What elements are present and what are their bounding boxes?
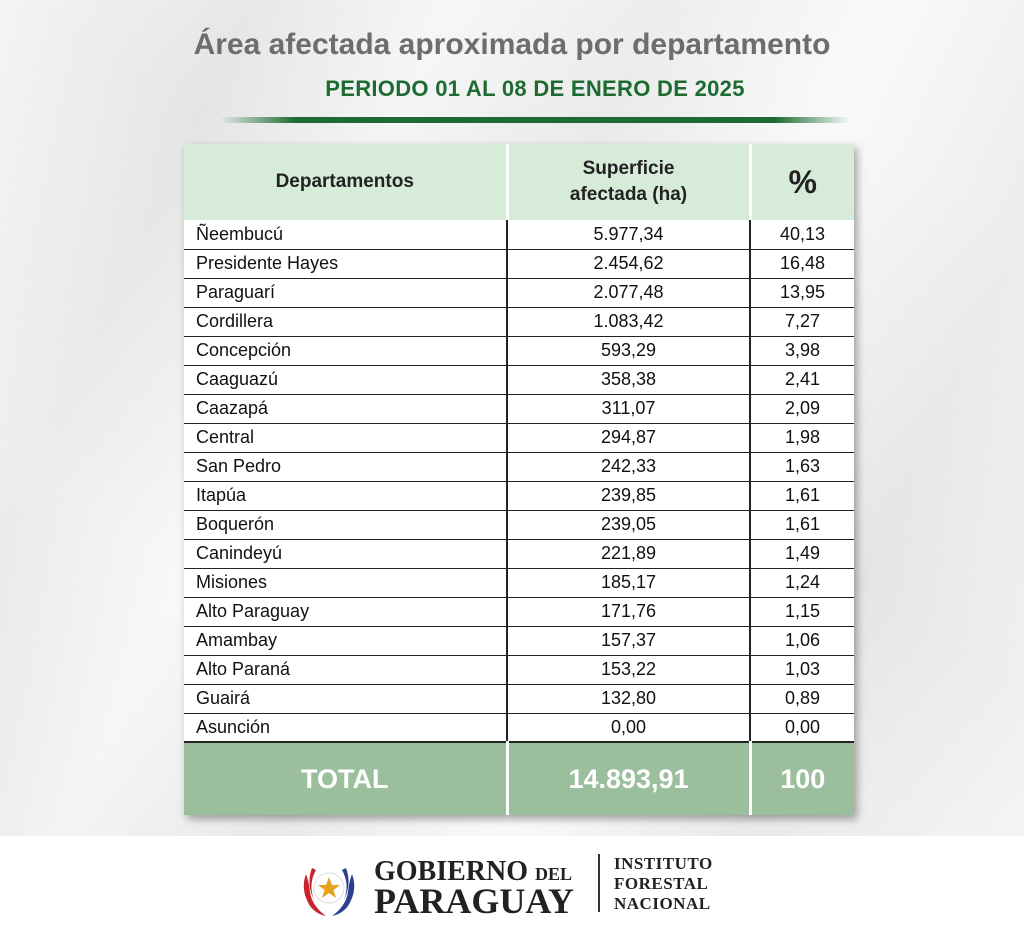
cell-departamento: Boquerón (184, 509, 507, 539)
header-percent: % (748, 144, 854, 220)
cell-departamento: Alto Paraguay (184, 596, 507, 626)
cell-departamento: Cordillera (184, 306, 507, 336)
table-row: Ñeembucú 5.977,34 40,13 (184, 220, 854, 249)
cell-superficie: 2.454,62 (506, 248, 750, 278)
cell-departamento: Presidente Hayes (184, 248, 507, 278)
cell-percent: 1,03 (749, 654, 854, 684)
cell-percent: 1,49 (749, 538, 854, 568)
cell-superficie: 1.083,42 (506, 306, 750, 336)
table-row: Alto Paraguay 171,76 1,15 (184, 596, 854, 626)
cell-percent: 13,95 (749, 277, 854, 307)
page-title: Área afectada aproximada por departament… (193, 28, 831, 61)
cell-superficie: 132,80 (506, 683, 750, 713)
cell-percent: 0,00 (749, 712, 854, 742)
table-row: Alto Paraná 153,22 1,03 (184, 654, 854, 684)
table-row: Central 294,87 1,98 (184, 422, 854, 452)
cell-departamento: Caaguazú (184, 364, 507, 394)
cell-departamento: Itapúa (184, 480, 507, 510)
cell-departamento: Asunción (184, 712, 507, 742)
cell-departamento: Guairá (184, 683, 507, 713)
table-row: Amambay 157,37 1,06 (184, 625, 854, 655)
cell-superficie: 221,89 (506, 538, 750, 568)
cell-departamento: Concepción (184, 335, 507, 365)
cell-percent: 1,06 (749, 625, 854, 655)
title-divider (220, 117, 850, 123)
table-row: San Pedro 242,33 1,63 (184, 451, 854, 481)
cell-percent: 3,98 (749, 335, 854, 365)
header-superficie: Superficie afectada (ha) (505, 144, 750, 220)
total-label: TOTAL (184, 741, 507, 815)
cell-departamento: Ñeembucú (196, 223, 284, 244)
table-row: Paraguarí 2.077,48 13,95 (184, 277, 854, 307)
cell-percent: 1,24 (749, 567, 854, 597)
cell-superficie: 242,33 (506, 451, 750, 481)
cell-percent: 1,61 (749, 509, 854, 539)
table-row: Caazapá 311,07 2,09 (184, 393, 854, 423)
total-area: 14.893,91 (505, 741, 750, 815)
affected-area-table: Departamentos Superficie afectada (ha) %… (184, 144, 854, 815)
cell-percent: 1,98 (749, 422, 854, 452)
paraguay-coat-of-arms-icon (298, 856, 360, 918)
cell-percent: 16,48 (749, 248, 854, 278)
header-departamentos: Departamentos (184, 144, 507, 220)
cell-percent: 1,63 (749, 451, 854, 481)
cell-superficie: 153,22 (506, 654, 750, 684)
cell-superficie: 2.077,48 (506, 277, 750, 307)
table-row: Concepción 593,29 3,98 (184, 335, 854, 365)
cell-departamento: Amambay (184, 625, 507, 655)
gov-name-line2: PARAGUAY (374, 881, 575, 921)
cell-percent: 0,89 (749, 683, 854, 713)
cell-percent: 2,41 (749, 364, 854, 394)
table-row: Guairá 132,80 0,89 (184, 683, 854, 713)
cell-departamento: Paraguarí (184, 277, 507, 307)
cell-superficie: 294,87 (506, 422, 750, 452)
table-header-row: Departamentos Superficie afectada (ha) % (184, 144, 854, 220)
cell-departamento: Central (184, 422, 507, 452)
cell-percent: 7,27 (749, 306, 854, 336)
data-table-container: Departamentos Superficie afectada (ha) %… (184, 144, 854, 815)
cell-superficie: 311,07 (506, 393, 750, 423)
gov-name-line1: GOBIERNO DEL (374, 856, 573, 887)
table-row: Boquerón 239,05 1,61 (184, 509, 854, 539)
table-row: Misiones 185,17 1,24 (184, 567, 854, 597)
cell-percent: 2,09 (749, 393, 854, 423)
cell-superficie: 358,38 (506, 364, 750, 394)
cell-superficie: 185,17 (506, 567, 750, 597)
table-row: Caaguazú 358,38 2,41 (184, 364, 854, 394)
cell-departamento: Caazapá (184, 393, 507, 423)
cell-superficie: 239,85 (506, 480, 750, 510)
table-row: Presidente Hayes 2.454,62 16,48 (184, 248, 854, 278)
cell-superficie: 5.977,34 (506, 220, 750, 249)
cell-superficie: 0,00 (506, 712, 750, 742)
cell-departamento: Alto Paraná (184, 654, 507, 684)
table-row: Itapúa 239,85 1,61 (184, 480, 854, 510)
table-row: Canindeyú 221,89 1,49 (184, 538, 854, 568)
total-percent: 100 (748, 741, 854, 815)
table-row: Asunción 0,00 0,00 (184, 712, 854, 742)
cell-percent: 40,13 (749, 220, 854, 249)
table-body: Ñeembucú 5.977,34 40,13 Presidente Hayes 2.4… (184, 220, 854, 742)
cell-superficie: 593,29 (506, 335, 750, 365)
total-row: TOTAL 14.893,91 100 (184, 741, 854, 815)
table-row: Cordillera 1.083,42 7,27 (184, 306, 854, 336)
institute-name: INSTITUTO FORESTAL NACIONAL (614, 854, 713, 913)
period-subtitle: PERIODO 01 AL 08 DE ENERO DE 2025 (325, 76, 745, 101)
cell-percent: 1,61 (749, 480, 854, 510)
cell-superficie: 157,37 (506, 625, 750, 655)
cell-superficie: 171,76 (506, 596, 750, 626)
cell-departamento: Canindeyú (184, 538, 507, 568)
cell-departamento: San Pedro (184, 451, 507, 481)
cell-departamento: Misiones (184, 567, 507, 597)
cell-superficie: 239,05 (506, 509, 750, 539)
footer: GOBIERNO DEL PARAGUAY INSTITUTO FORESTAL… (0, 836, 1024, 927)
cell-percent: 1,15 (749, 596, 854, 626)
logo-divider (598, 854, 600, 912)
